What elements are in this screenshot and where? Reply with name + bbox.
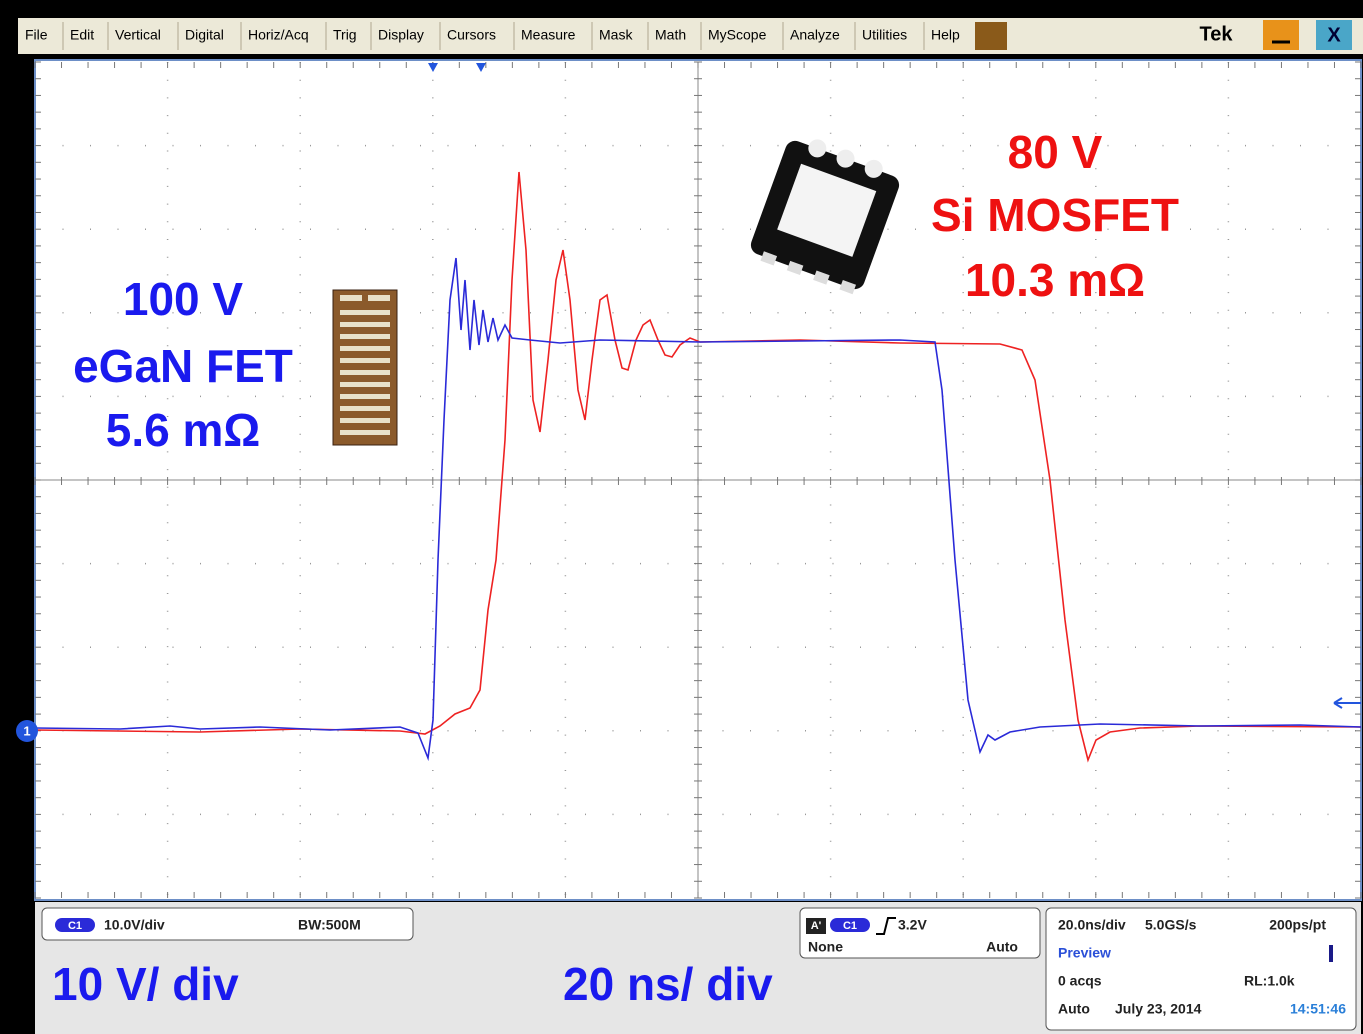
chip-stripe [340, 370, 390, 375]
trigger-source: A' [811, 920, 822, 932]
menu-item[interactable]: Mask [599, 27, 633, 43]
menu-item[interactable]: Trig [333, 27, 357, 43]
egan-voltage: 100 V [123, 273, 244, 325]
menu-item[interactable]: Measure [521, 27, 576, 43]
menu-item[interactable]: Vertical [115, 27, 161, 43]
chip-stripe [340, 334, 390, 339]
menu-item[interactable]: MyScope [708, 27, 767, 43]
menu-item[interactable]: Display [378, 27, 424, 43]
vertical-caption: 10 V/ div [52, 958, 239, 1010]
trigger-coupling: None [808, 939, 843, 955]
menu-item[interactable]: Math [655, 27, 686, 43]
chip-stripe [340, 418, 390, 423]
mosfet-name: Si MOSFET [931, 189, 1179, 241]
chip-stripe [340, 394, 390, 399]
chip-stripe [340, 346, 390, 351]
brand: Tek [1200, 23, 1234, 45]
menu-item[interactable]: Cursors [447, 27, 496, 43]
chip-stripe [340, 406, 390, 411]
menu-item[interactable]: Horiz/Acq [248, 27, 309, 43]
date: July 23, 2014 [1115, 1001, 1202, 1017]
chip-stripe [340, 382, 390, 387]
menu-item[interactable]: Help [931, 27, 960, 43]
horizontal-caption: 20 ns/ div [563, 958, 773, 1010]
scope-screen: File Edit Vertical Digital Horiz/Acq Trig Disp… [0, 0, 1363, 1034]
chip-stripe [340, 310, 390, 315]
menu-item[interactable]: Digital [185, 27, 224, 43]
acq-state: Preview [1058, 945, 1111, 961]
menu-item[interactable]: Analyze [790, 27, 840, 43]
chip-stripe [340, 358, 390, 363]
chip-stripe [340, 430, 390, 435]
close-label[interactable]: X [1327, 24, 1341, 46]
menu-item[interactable]: Edit [70, 27, 94, 43]
mosfet-voltage: 80 V [1008, 126, 1103, 178]
dropdown-button[interactable] [975, 22, 1007, 50]
trigger-channel: C1 [843, 920, 857, 932]
sample-rate: 5.0GS/s [1145, 917, 1197, 933]
time: 14:51:46 [1290, 1001, 1346, 1017]
resolution: 200ps/pt [1269, 917, 1326, 933]
acq-count: 0 acqs [1058, 973, 1102, 989]
chip-pad [368, 295, 390, 301]
trigger-level: 3.2V [898, 917, 927, 933]
minimize-button[interactable] [1263, 20, 1299, 50]
chip-stripe [340, 322, 390, 327]
record-length: RL:1.0k [1244, 973, 1295, 989]
menu-item[interactable]: Utilities [862, 27, 907, 43]
vertical-scale: 10.0V/div [104, 917, 165, 933]
acq-mode: Auto [1058, 1001, 1090, 1017]
menu-item[interactable]: File [25, 27, 48, 43]
chip-pad [340, 295, 362, 301]
trigger-mode: Auto [986, 939, 1018, 955]
channel-badge-label: C1 [68, 920, 82, 932]
bandwidth: BW:500M [298, 917, 361, 933]
egan-resistance: 5.6 mΩ [106, 404, 261, 456]
horizontal-scale: 20.0ns/div [1058, 917, 1126, 933]
mosfet-resistance: 10.3 mΩ [965, 254, 1145, 306]
egan-name: eGaN FET [73, 340, 293, 392]
channel-marker-label: 1 [23, 723, 30, 738]
